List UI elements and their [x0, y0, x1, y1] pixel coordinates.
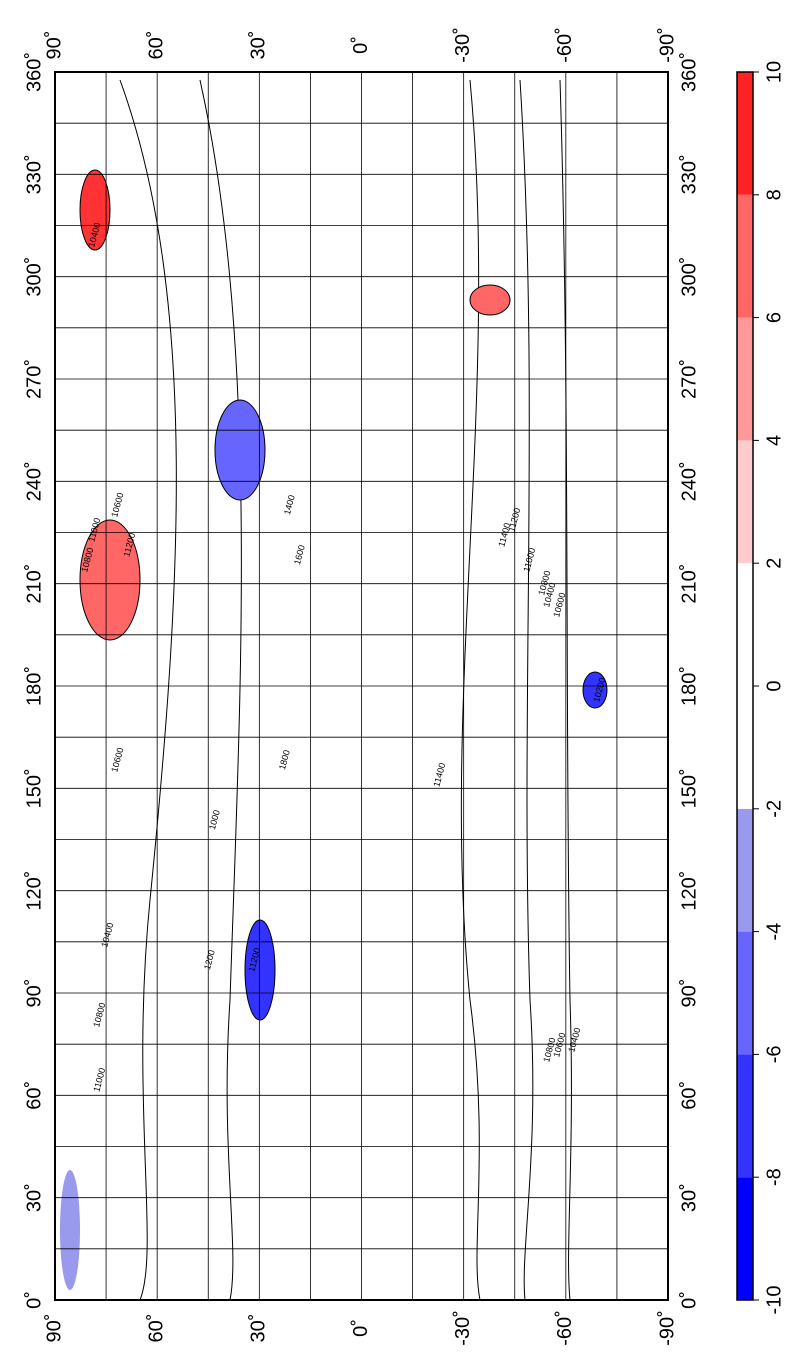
colorbar-segment: [737, 195, 753, 318]
lon-tick-label: 90˚: [23, 979, 45, 1008]
lat-tick-label: 0˚: [350, 1319, 372, 1337]
lon-tick-label: 210˚: [23, 564, 45, 604]
colorbar-tick-label: 0: [763, 680, 785, 691]
lon-tick-label: 30˚: [678, 1183, 700, 1212]
lon-tick-label: 300˚: [23, 257, 45, 297]
lon-tick-label: 120˚: [23, 871, 45, 911]
contour-label: 11400: [431, 762, 447, 788]
colorbar-tick-label: 10: [763, 61, 785, 83]
colorbar-tick-label: -10: [763, 1286, 785, 1315]
lat-tick-label: 60˚: [145, 31, 167, 60]
lon-tick-label: 0˚: [678, 1291, 700, 1309]
lon-tick-label: 330˚: [23, 154, 45, 194]
lon-tick-label: 180˚: [678, 666, 700, 706]
lon-tick-label: 180˚: [23, 666, 45, 706]
contour-label: 10600: [109, 746, 125, 773]
lat-tick-label: 30˚: [248, 31, 270, 60]
contour-label: 1400: [282, 494, 297, 516]
contour-label: 11000: [521, 547, 537, 573]
contour-label: 11000: [91, 1067, 107, 1093]
lat-tick-label: 60˚: [145, 1314, 167, 1343]
lon-tick-label: 270˚: [23, 359, 45, 399]
lon-tick-label: 240˚: [678, 461, 700, 501]
contour-label: 1200: [202, 949, 217, 971]
lat-tick-label: 90˚: [43, 31, 65, 60]
lon-tick-label: 240˚: [23, 461, 45, 501]
lon-tick-label: 0˚: [23, 1291, 45, 1309]
lon-tick-label: 360˚: [678, 52, 700, 92]
lon-tick-label: 120˚: [678, 871, 700, 911]
lon-tick-label: 300˚: [678, 257, 700, 297]
lat-tick-label: -90˚: [656, 1310, 678, 1346]
lat-tick-label: 90˚: [43, 1314, 65, 1343]
colorbar-tick-label: -4: [763, 923, 785, 941]
colorbar-segment: [737, 72, 753, 195]
lon-tick-label: 150˚: [23, 768, 45, 808]
contour-label: 1000: [207, 809, 222, 831]
colorbar-tick-label: 8: [763, 189, 785, 200]
map-decor: [60, 80, 607, 1300]
lon-tick-label: 150˚: [678, 768, 700, 808]
colorbar-segment: [737, 1177, 753, 1300]
lat-tick-label: -60˚: [554, 27, 576, 63]
colorbar-segment: [737, 686, 753, 809]
lon-tick-label: 330˚: [678, 154, 700, 194]
lon-tick-label: 60˚: [23, 1081, 45, 1110]
lat-tick-label: -60˚: [554, 1310, 576, 1346]
lat-tick-label: -90˚: [656, 27, 678, 63]
contour-label: 11400: [496, 522, 512, 548]
contour-label: 1800: [277, 749, 292, 771]
colorbar-tick-label: 2: [763, 558, 785, 569]
lon-tick-label: 60˚: [678, 1081, 700, 1110]
contour-label: 10400: [99, 921, 115, 948]
colorbar-segment: [737, 563, 753, 686]
map-figure: 0˚0˚30˚30˚60˚60˚90˚90˚120˚120˚150˚150˚18…: [0, 0, 792, 1367]
colorbar-tick-label: 6: [763, 312, 785, 323]
colorbar-segment: [737, 318, 753, 441]
colorbar-tick-label: -2: [763, 800, 785, 818]
lat-tick-label: 30˚: [248, 1314, 270, 1343]
lon-tick-label: 30˚: [23, 1183, 45, 1212]
lon-tick-label: 270˚: [678, 359, 700, 399]
lat-tick-label: -30˚: [452, 27, 474, 63]
colorbar-segment: [737, 932, 753, 1055]
colorbar-segment: [737, 809, 753, 932]
colorbar-tick-label: 4: [763, 435, 785, 446]
colorbar-tick-label: -6: [763, 1046, 785, 1064]
contour-label: 10400: [566, 1026, 582, 1053]
lon-tick-label: 210˚: [678, 564, 700, 604]
colorbar-segment: [737, 440, 753, 563]
contour-label: 1600: [292, 544, 307, 566]
lon-tick-label: 90˚: [678, 979, 700, 1008]
lon-tick-label: 360˚: [23, 52, 45, 92]
contour-label: 10800: [91, 1001, 107, 1028]
contour-label: 10600: [109, 491, 125, 518]
contour-label: 10600: [551, 1031, 567, 1058]
colorbar-segment: [737, 1054, 753, 1177]
colorbar-tick-label: -8: [763, 1168, 785, 1186]
lat-tick-label: 0˚: [350, 36, 372, 54]
lat-tick-label: -30˚: [452, 1310, 474, 1346]
